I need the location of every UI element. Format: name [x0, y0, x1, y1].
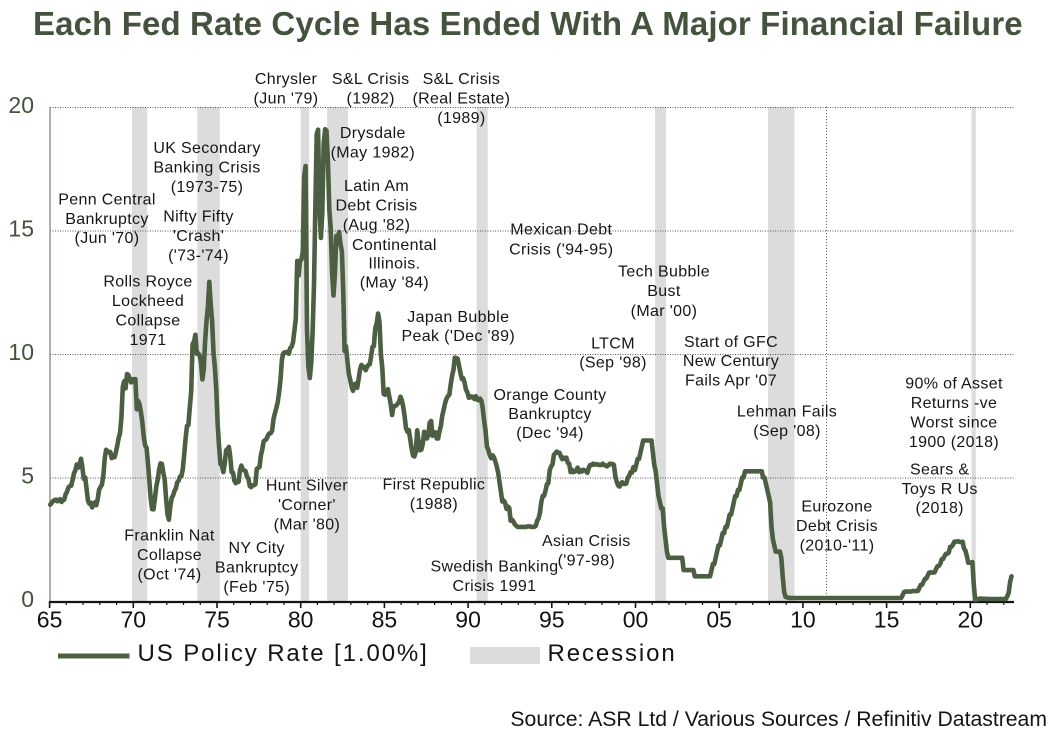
svg-text:(Oct '74): (Oct '74): [138, 566, 202, 583]
svg-text:65: 65: [37, 607, 63, 633]
svg-text:(Jun '70): (Jun '70): [75, 230, 140, 247]
svg-text:95: 95: [539, 607, 565, 633]
svg-text:(2010-'11): (2010-'11): [800, 537, 875, 554]
svg-text:(2018): (2018): [916, 500, 964, 517]
svg-text:(May 1982): (May 1982): [331, 145, 415, 162]
svg-text:Crisis ('94-95): Crisis ('94-95): [509, 242, 613, 259]
svg-text:Eurozone: Eurozone: [801, 498, 872, 515]
svg-text:10: 10: [8, 339, 34, 365]
svg-text:First Republic: First Republic: [383, 477, 486, 494]
svg-text:10: 10: [790, 607, 816, 633]
svg-text:S&L Crisis: S&L Crisis: [423, 71, 501, 88]
svg-text:85: 85: [372, 607, 398, 633]
svg-text:00: 00: [623, 607, 649, 633]
svg-text:80: 80: [288, 607, 314, 633]
svg-text:90% of Asset: 90% of Asset: [905, 376, 1003, 393]
svg-text:(1988): (1988): [410, 496, 458, 513]
svg-text:('73-'74): ('73-'74): [168, 248, 229, 265]
svg-text:Lehman Fails: Lehman Fails: [737, 404, 837, 421]
svg-text:Illinois.: Illinois.: [368, 256, 420, 273]
svg-text:Collapse: Collapse: [115, 313, 180, 330]
svg-text:(Sep '08): (Sep '08): [753, 423, 821, 440]
svg-text:Mexican Debt: Mexican Debt: [510, 222, 612, 239]
svg-text:Bankruptcy: Bankruptcy: [215, 559, 299, 576]
svg-text:Latin Am: Latin Am: [344, 178, 409, 195]
svg-text:Japan Bubble: Japan Bubble: [407, 309, 509, 326]
svg-text:1971: 1971: [130, 332, 167, 349]
svg-text:(May '84): (May '84): [360, 274, 429, 291]
svg-text:'Corner': 'Corner': [278, 497, 336, 514]
svg-text:LTCM: LTCM: [591, 335, 635, 352]
svg-text:Orange County: Orange County: [493, 387, 606, 404]
svg-text:Swedish Banking: Swedish Banking: [431, 559, 559, 576]
svg-text:NY City: NY City: [229, 540, 285, 557]
svg-text:Fails Apr '07: Fails Apr '07: [685, 373, 777, 390]
svg-text:(Real Estate): (Real Estate): [412, 91, 510, 108]
svg-text:15: 15: [8, 216, 34, 242]
svg-text:'Crash': 'Crash': [173, 228, 224, 245]
svg-text:70: 70: [121, 607, 147, 633]
svg-text:(Jun '79): (Jun '79): [254, 91, 319, 108]
svg-text:Banking Crisis: Banking Crisis: [153, 160, 260, 177]
svg-text:Sears &: Sears &: [910, 461, 969, 478]
svg-text:Hunt Silver: Hunt Silver: [266, 477, 348, 494]
svg-text:1900 (2018): 1900 (2018): [909, 434, 999, 451]
svg-text:Franklin Nat: Franklin Nat: [124, 527, 215, 544]
svg-text:Continental: Continental: [352, 237, 437, 254]
svg-text:(Sep '98): (Sep '98): [579, 355, 647, 372]
svg-text:(Feb '75): (Feb '75): [223, 579, 290, 596]
svg-text:Start of GFC: Start of GFC: [684, 334, 778, 351]
svg-text:Toys R Us: Toys R Us: [902, 481, 978, 498]
svg-text:(Mar '80): (Mar '80): [274, 516, 341, 533]
svg-text:Drysdale: Drysdale: [340, 125, 406, 142]
svg-text:Lockheed: Lockheed: [112, 293, 184, 310]
svg-text:US Policy Rate [1.00%]: US Policy Rate [1.00%]: [138, 640, 429, 667]
svg-text:Peak ('Dec '89): Peak ('Dec '89): [401, 328, 515, 345]
svg-text:Penn Central: Penn Central: [58, 192, 156, 209]
svg-text:5: 5: [21, 463, 34, 489]
svg-text:Chrysler: Chrysler: [255, 71, 318, 88]
svg-text:05: 05: [706, 607, 732, 633]
svg-text:Each Fed Rate Cycle Has Ended: Each Fed Rate Cycle Has Ended With A Maj…: [33, 5, 1023, 42]
svg-text:Recession: Recession: [548, 640, 677, 667]
svg-text:0: 0: [21, 586, 34, 612]
svg-text:(1989): (1989): [437, 110, 485, 127]
svg-text:20: 20: [8, 92, 34, 118]
svg-text:(Dec '94): (Dec '94): [516, 425, 584, 442]
svg-text:Crisis 1991: Crisis 1991: [453, 578, 537, 595]
svg-text:Bust: Bust: [647, 283, 681, 300]
svg-text:Debt Crisis: Debt Crisis: [335, 198, 417, 215]
svg-text:20: 20: [958, 607, 984, 633]
svg-text:(1982): (1982): [347, 91, 395, 108]
svg-text:75: 75: [204, 607, 230, 633]
svg-text:('97-98): ('97-98): [558, 552, 615, 569]
svg-text:Bankruptcy: Bankruptcy: [508, 406, 592, 423]
svg-text:15: 15: [874, 607, 900, 633]
svg-text:Collapse: Collapse: [137, 547, 202, 564]
svg-text:Asian Crisis: Asian Crisis: [542, 533, 631, 550]
svg-text:UK Secondary: UK Secondary: [153, 140, 260, 157]
svg-text:(Aug '82): (Aug '82): [343, 217, 411, 234]
svg-text:New Century: New Century: [683, 353, 779, 370]
svg-text:Source: ASR Ltd / Various Sour: Source: ASR Ltd / Various Sources / Refi…: [510, 708, 1047, 731]
svg-text:Tech Bubble: Tech Bubble: [618, 263, 710, 280]
svg-text:S&L Crisis: S&L Crisis: [332, 71, 410, 88]
svg-text:(1973-75): (1973-75): [171, 179, 244, 196]
svg-text:Returns -ve: Returns -ve: [911, 395, 998, 412]
svg-text:Worst since: Worst since: [910, 414, 997, 431]
svg-text:90: 90: [455, 607, 481, 633]
svg-text:Rolls Royce: Rolls Royce: [103, 274, 192, 291]
svg-text:(Mar '00): (Mar '00): [631, 303, 698, 320]
svg-text:Nifty Fifty: Nifty Fifty: [163, 208, 234, 225]
svg-text:Bankruptcy: Bankruptcy: [65, 211, 149, 228]
svg-text:Debt Crisis: Debt Crisis: [796, 518, 878, 535]
